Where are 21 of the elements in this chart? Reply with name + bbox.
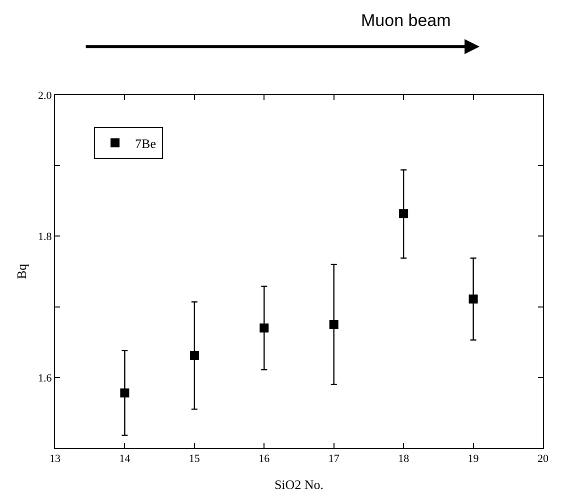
x-tick-label: 19 xyxy=(468,453,480,466)
x-tick-label: 17 xyxy=(328,453,340,466)
x-tick-label: 16 xyxy=(258,453,270,466)
x-tick-label: 14 xyxy=(119,453,131,466)
text: Muon beam xyxy=(361,11,451,30)
y-tick-label: 1.8 xyxy=(38,231,52,244)
point xyxy=(120,388,130,398)
x-axis-title: SiO2 No. xyxy=(274,476,324,492)
point xyxy=(468,294,478,304)
x-tick-label: 18 xyxy=(398,453,410,466)
point xyxy=(190,351,199,360)
x-tick-label: 15 xyxy=(188,453,200,466)
point xyxy=(329,320,338,329)
point xyxy=(260,323,269,332)
y-tick-label: 1.6 xyxy=(38,372,52,384)
x-tick-label: 13 xyxy=(50,453,61,466)
x-tick-label: 20 xyxy=(538,453,549,466)
legend-label: 7Be xyxy=(135,136,156,151)
y-axis-title: Bq xyxy=(14,263,29,280)
y-tick-label: 2.0 xyxy=(38,90,52,102)
point xyxy=(399,209,408,218)
